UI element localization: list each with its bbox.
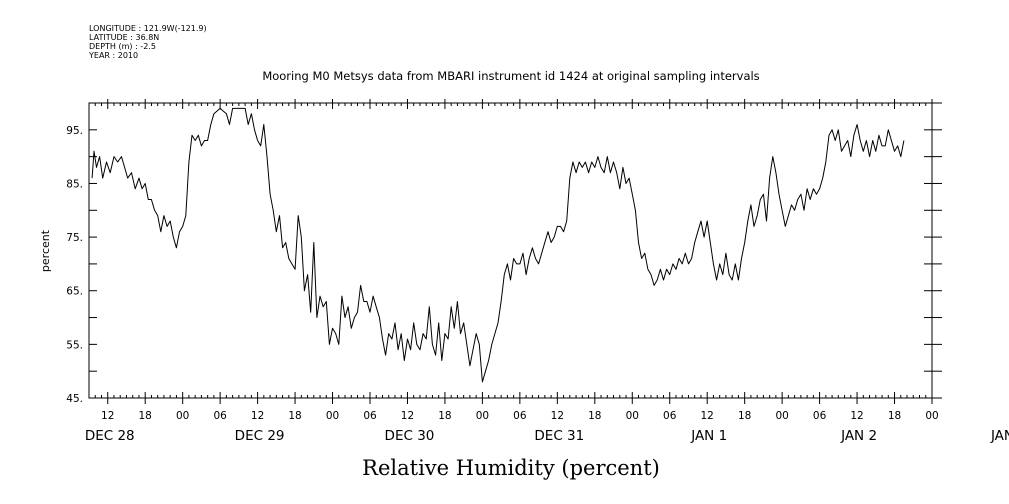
x-axis-label: Relative Humidity (percent) xyxy=(362,456,660,480)
x-date-label: JAN 2 xyxy=(840,428,877,444)
x-hour-label: 06 xyxy=(663,410,677,422)
x-hour-label: 06 xyxy=(813,410,827,422)
y-tick-label: 75. xyxy=(66,232,83,244)
x-hour-label: 12 xyxy=(701,410,714,422)
x-date-label: DEC 28 xyxy=(85,428,135,444)
x-hour-label: 00 xyxy=(326,410,339,422)
x-hour-label: 12 xyxy=(101,410,114,422)
y-tick-labels: 45. 55. 65. 75. 85. 95. xyxy=(66,125,83,405)
y-tick-label: 95. xyxy=(66,125,83,137)
x-hour-label: 18 xyxy=(139,410,152,422)
meta-latitude: LATITUDE : 36.8N xyxy=(89,33,159,42)
x-hour-label: 12 xyxy=(401,410,414,422)
x-hour-label: 00 xyxy=(176,410,189,422)
meta-depth: DEPTH (m) : -2.5 xyxy=(89,42,156,51)
y-axis-label: percent xyxy=(39,229,52,272)
x-hour-label: 00 xyxy=(925,410,938,422)
y-tick-label: 65. xyxy=(66,286,83,298)
plot-frame xyxy=(88,102,933,399)
y-tick-label: 45. xyxy=(66,393,83,405)
x-hour-label: 18 xyxy=(738,410,751,422)
x-date-label: DEC 30 xyxy=(385,428,435,444)
x-hour-label: 00 xyxy=(775,410,788,422)
x-hour-label: 18 xyxy=(438,410,451,422)
meta-year: YEAR : 2010 xyxy=(88,51,138,60)
x-hour-label: 06 xyxy=(363,410,377,422)
axis-ticks xyxy=(88,99,942,404)
x-hour-label: 00 xyxy=(476,410,489,422)
x-date-label: DEC 31 xyxy=(534,428,584,444)
x-hour-label: 06 xyxy=(513,410,527,422)
x-hour-label: 12 xyxy=(551,410,564,422)
x-hour-label: 18 xyxy=(288,410,301,422)
y-tick-label: 55. xyxy=(66,339,83,351)
x-hour-label: 06 xyxy=(213,410,227,422)
x-date-label: DEC 29 xyxy=(235,428,285,444)
x-hour-label: 18 xyxy=(588,410,601,422)
date-labels: DEC 28 DEC 29 DEC 30 DEC 31 JAN 1 JAN 2 JAN 3 xyxy=(85,428,1009,444)
x-hour-label: 12 xyxy=(251,410,264,422)
humidity-series-line xyxy=(91,107,905,383)
meta-longitude: LONGITUDE : 121.9W(-121.9) xyxy=(89,24,207,33)
x-hour-label: 12 xyxy=(850,410,863,422)
y-tick-label: 85. xyxy=(66,178,83,190)
x-tick-labels: 12 18 00 06 12 18 00 06 12 18 00 06 12 18 00 06 12 18 00 06… xyxy=(101,410,939,422)
x-date-label: JAN 3 xyxy=(990,428,1009,444)
x-date-label: JAN 1 xyxy=(690,428,727,444)
chart-title: Mooring M0 Metsys data from MBARI instru… xyxy=(262,69,759,83)
x-hour-label: 00 xyxy=(626,410,639,422)
x-hour-label: 18 xyxy=(888,410,901,422)
